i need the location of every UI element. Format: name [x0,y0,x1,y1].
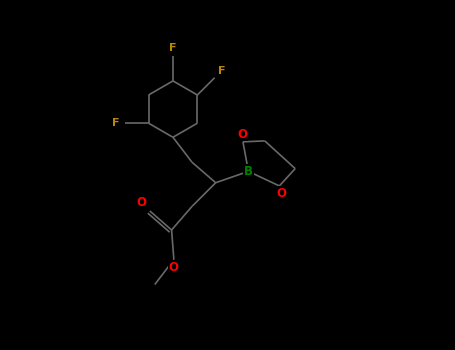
Text: F: F [112,118,120,128]
Text: O: O [169,261,179,274]
Text: F: F [169,43,177,53]
Text: O: O [237,128,247,141]
Text: F: F [217,66,225,76]
Text: O: O [277,187,287,200]
Text: O: O [136,196,147,209]
Text: B: B [244,165,253,178]
